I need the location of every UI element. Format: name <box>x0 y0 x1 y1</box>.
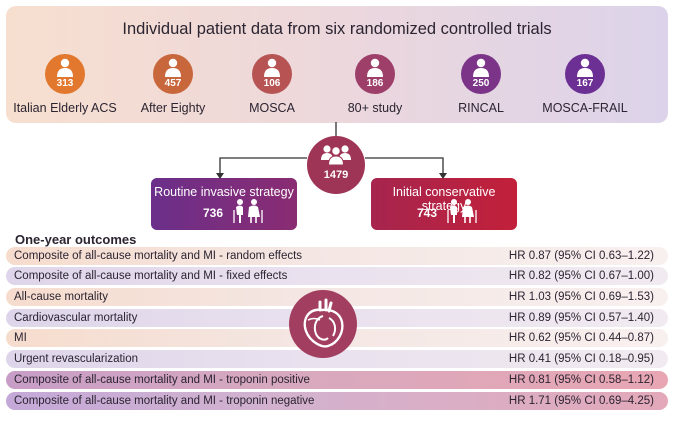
outcome-hr: HR 1.71 (95% CI 0.69–4.25) <box>508 395 654 407</box>
outcome-hr: HR 0.82 (95% CI 0.67–1.00) <box>508 270 654 282</box>
strategy-label: Routine invasive strategy <box>154 185 294 199</box>
strategy-count: 736 <box>203 206 224 220</box>
outcome-name: Composite of all-cause mortality and MI … <box>14 270 288 282</box>
trial-count: 167 <box>576 78 594 89</box>
heart-icon <box>303 298 344 348</box>
outcome-name: Composite of all-cause mortality and MI … <box>14 374 310 386</box>
outcome-hr: HR 0.41 (95% CI 0.18–0.95) <box>508 353 654 365</box>
trial-circle: 250 <box>461 54 501 94</box>
person-icon <box>577 58 593 77</box>
person-icon <box>264 58 280 77</box>
trial-name: MOSCA-FRAIL <box>542 101 628 115</box>
trial-name: RINCAL <box>458 101 504 115</box>
trial-circle: 186 <box>355 54 395 94</box>
trial-count: 313 <box>56 78 74 89</box>
outcome-name: All-cause mortality <box>14 291 108 303</box>
outcome-hr: HR 0.87 (95% CI 0.63–1.22) <box>508 250 654 262</box>
strategy-count: 743 <box>417 206 438 220</box>
outcome-row: Composite of all-cause mortality and MI … <box>6 267 668 285</box>
outcome-row: Composite of all-cause mortality and MI … <box>6 247 668 265</box>
elderly-couple-icon <box>447 199 477 223</box>
outcomes-heading: One-year outcomes <box>15 232 137 247</box>
trial-name: After Eighty <box>140 101 206 115</box>
arrow-head <box>439 173 447 179</box>
outcome-hr: HR 0.62 (95% CI 0.44–0.87) <box>508 332 654 344</box>
outcome-row: Composite of all-cause mortality and MI … <box>6 371 668 389</box>
trial-rincal: 250 RINCAL <box>421 54 541 115</box>
initial-conservative-box: Initial conservative strategy 743 <box>371 178 517 230</box>
outcome-hr: HR 1.03 (95% CI 0.69–1.53) <box>508 291 654 303</box>
panel-title: Individual patient data from six randomi… <box>122 20 552 38</box>
outcome-hr: HR 0.89 (95% CI 0.57–1.40) <box>508 312 654 324</box>
trial-name: MOSCA <box>249 101 295 115</box>
trial-count: 250 <box>472 78 490 89</box>
elderly-couple-icon <box>233 199 263 223</box>
person-icon <box>57 58 73 77</box>
trial-name: Italian Elderly ACS <box>13 101 117 115</box>
trial-count: 457 <box>164 78 182 89</box>
person-icon <box>473 58 489 77</box>
patients-group-icon <box>321 145 351 166</box>
person-icon <box>165 58 181 77</box>
total-count: 1479 <box>323 169 349 181</box>
outcome-name: Composite of all-cause mortality and MI … <box>14 250 303 262</box>
outcome-hr: HR 0.81 (95% CI 0.58–1.12) <box>508 374 654 386</box>
trial-after-eighty: 457 After Eighty <box>113 54 233 115</box>
trial-name: 80+ study <box>347 101 403 115</box>
outcome-name: Urgent revascularization <box>14 353 139 365</box>
connector-line <box>365 157 444 176</box>
trial-circle: 167 <box>565 54 605 94</box>
outcome-name: MI <box>14 332 27 344</box>
connector-line <box>219 157 307 176</box>
trial-count: 186 <box>366 78 384 89</box>
arrow-head <box>216 173 224 179</box>
total-patients-circle: 1479 <box>307 136 365 194</box>
heart-circle <box>289 290 357 358</box>
outcome-row: Urgent revascularization HR 0.41 (95% CI… <box>6 350 668 368</box>
trial-mosca-frail: 167 MOSCA-FRAIL <box>525 54 645 115</box>
trial-circle: 313 <box>45 54 85 94</box>
trial-mosca: 106 MOSCA <box>212 54 332 115</box>
trials-panel: Individual patient data from six randomi… <box>6 6 668 123</box>
trial-circle: 457 <box>153 54 193 94</box>
trial-count: 106 <box>263 78 281 89</box>
person-icon <box>367 58 383 77</box>
trial-italian-elderly-acs: 313 Italian Elderly ACS <box>5 54 125 115</box>
routine-invasive-box: Routine invasive strategy 736 <box>151 178 297 230</box>
outcome-name: Cardiovascular mortality <box>14 312 138 324</box>
trial-80-plus-study: 186 80+ study <box>315 54 435 115</box>
outcome-name: Composite of all-cause mortality and MI … <box>14 395 315 407</box>
outcome-row: Composite of all-cause mortality and MI … <box>6 392 668 410</box>
trial-circle: 106 <box>252 54 292 94</box>
